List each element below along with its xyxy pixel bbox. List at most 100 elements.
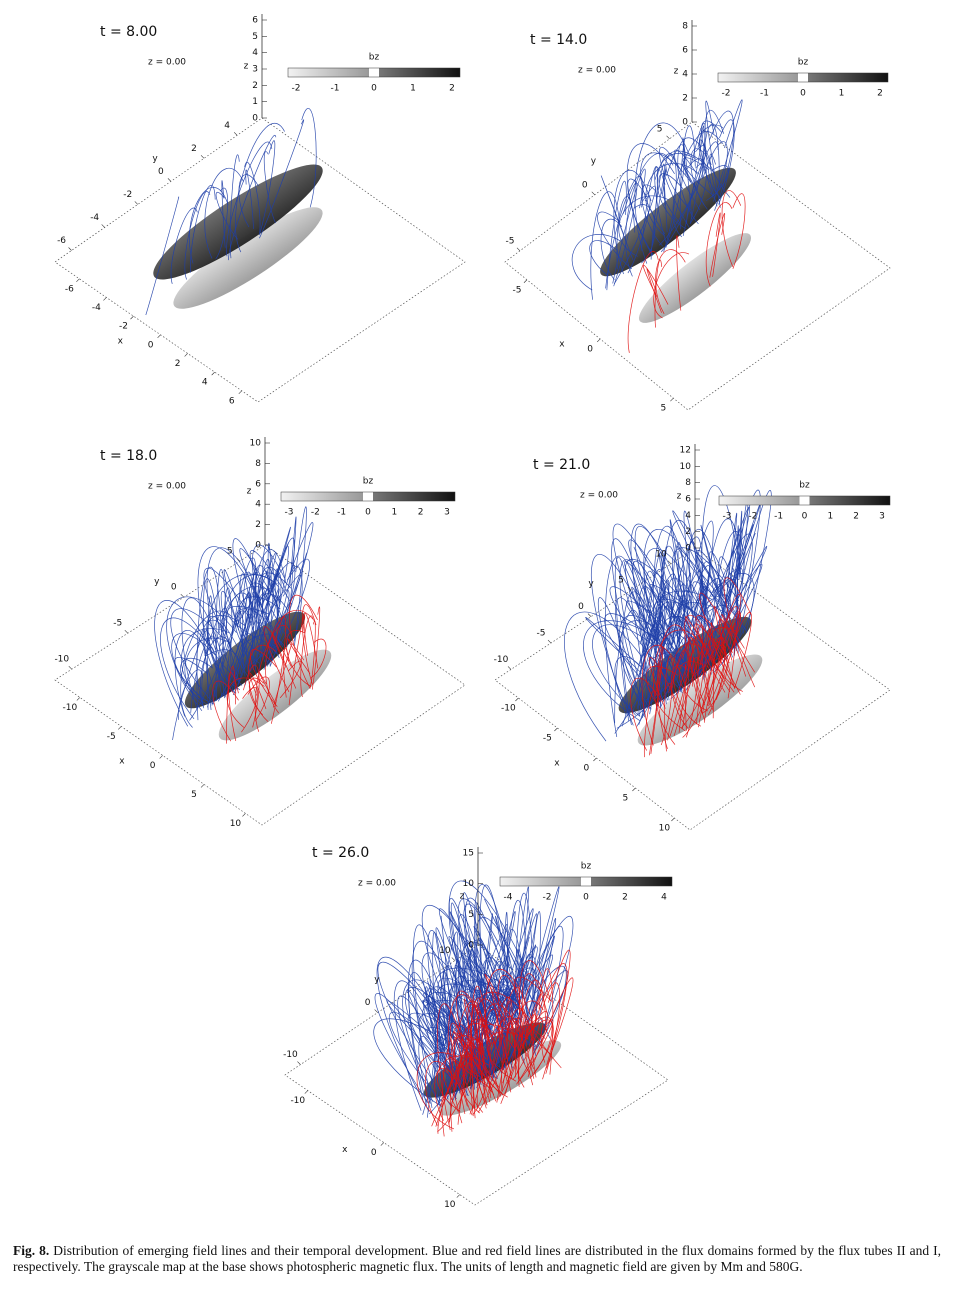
colorbar-tick-label: 2 xyxy=(853,512,859,522)
x-tick xyxy=(238,390,242,395)
field-line xyxy=(684,663,687,731)
field-line xyxy=(676,235,682,311)
field-line xyxy=(267,543,272,667)
field-line xyxy=(604,613,668,697)
field-line xyxy=(249,550,293,638)
x-axis-label: x xyxy=(342,1145,348,1155)
colorbar-tick-label: 1 xyxy=(827,512,833,522)
field-line xyxy=(613,182,638,287)
field-line xyxy=(479,957,514,1079)
x-tick-label: 0 xyxy=(584,764,590,774)
field-line xyxy=(215,191,239,240)
field-line xyxy=(247,574,301,676)
field-line xyxy=(495,987,521,1095)
z-tick-label: 3 xyxy=(252,65,258,75)
field-line xyxy=(627,251,659,353)
x-axis-label: x xyxy=(119,756,125,766)
x-tick xyxy=(159,755,163,759)
field-line xyxy=(256,558,270,673)
y-tick-label: -6 xyxy=(57,236,66,246)
x-tick-label: -5 xyxy=(543,734,552,744)
colorbar-tick-label: 0 xyxy=(365,508,371,518)
y-axis-label: y xyxy=(152,154,158,164)
field-line xyxy=(263,151,276,224)
z-tick-label: 0 xyxy=(255,541,261,551)
colorbar-title: bz xyxy=(363,477,374,487)
field-line xyxy=(196,566,222,721)
x-tick xyxy=(76,697,81,701)
field-line xyxy=(719,618,747,677)
z-tick-label: 6 xyxy=(255,479,261,489)
y-tick-label: 10 xyxy=(655,549,667,559)
field-line xyxy=(423,992,481,1074)
field-line xyxy=(269,568,279,648)
field-line xyxy=(682,157,715,197)
field-line xyxy=(519,960,551,1086)
field-line xyxy=(426,988,471,1087)
time-label: t = 26.0 xyxy=(312,845,369,861)
field-line xyxy=(600,175,634,261)
field-line xyxy=(448,976,480,1098)
y-tick xyxy=(451,957,456,961)
field-line xyxy=(226,677,265,728)
y-tick-label: 5 xyxy=(618,576,624,586)
field-line xyxy=(685,158,707,225)
x-tick-label: -2 xyxy=(119,322,128,332)
colorbar xyxy=(499,876,673,887)
field-line xyxy=(485,969,534,1097)
field-line xyxy=(471,1004,483,1109)
field-line xyxy=(259,119,305,239)
field-line xyxy=(667,647,699,741)
x-tick-label: -10 xyxy=(290,1096,305,1106)
y-axis-label: y xyxy=(154,577,160,587)
field-line xyxy=(614,556,642,722)
x-tick-label: -5 xyxy=(107,732,116,742)
field-line xyxy=(701,120,731,198)
flux-region xyxy=(184,611,306,709)
x-tick-label: 10 xyxy=(444,1200,456,1210)
z-tick-label: 0 xyxy=(252,114,258,124)
colorbar-tick-label: -4 xyxy=(504,893,513,903)
x-tick-label: 6 xyxy=(229,396,235,406)
field-line xyxy=(626,143,675,256)
field-line xyxy=(541,977,574,1056)
field-line xyxy=(653,598,711,673)
x-tick-label: 0 xyxy=(148,340,154,350)
colorbar-tick-label: 2 xyxy=(877,89,883,99)
field-line xyxy=(255,595,280,667)
field-line xyxy=(654,166,667,244)
field-line xyxy=(686,141,719,225)
field-line xyxy=(698,593,741,728)
colorbar-tick-label: -1 xyxy=(760,89,769,99)
field-line xyxy=(166,596,237,712)
y-tick xyxy=(667,560,672,565)
x-tick xyxy=(671,817,675,822)
field-line xyxy=(618,195,670,257)
y-tick xyxy=(591,191,595,196)
y-tick xyxy=(547,639,552,644)
y-tick-label: 0 xyxy=(171,583,177,593)
y-tick-label: -4 xyxy=(90,213,99,223)
field-line xyxy=(616,196,636,270)
field-line xyxy=(457,1038,481,1125)
field-line xyxy=(698,131,724,199)
colorbar-title: bz xyxy=(369,53,380,63)
field-line xyxy=(615,597,651,718)
y-tick-label: 0 xyxy=(578,602,584,612)
field-line xyxy=(613,185,656,285)
field-line xyxy=(658,173,684,224)
field-line xyxy=(689,123,706,224)
z-tick-label: 6 xyxy=(252,16,258,26)
x-tick-label: 10 xyxy=(230,819,242,829)
field-line xyxy=(715,533,753,664)
x-tick xyxy=(211,371,215,376)
field-line xyxy=(484,973,535,1070)
field-line xyxy=(667,565,711,680)
colorbar xyxy=(287,67,461,78)
y-tick xyxy=(627,587,632,591)
field-line xyxy=(487,1035,503,1093)
flux-region xyxy=(173,207,323,309)
z-axis-label: z xyxy=(674,67,679,77)
field-line xyxy=(376,956,455,1112)
field-line xyxy=(712,212,721,277)
